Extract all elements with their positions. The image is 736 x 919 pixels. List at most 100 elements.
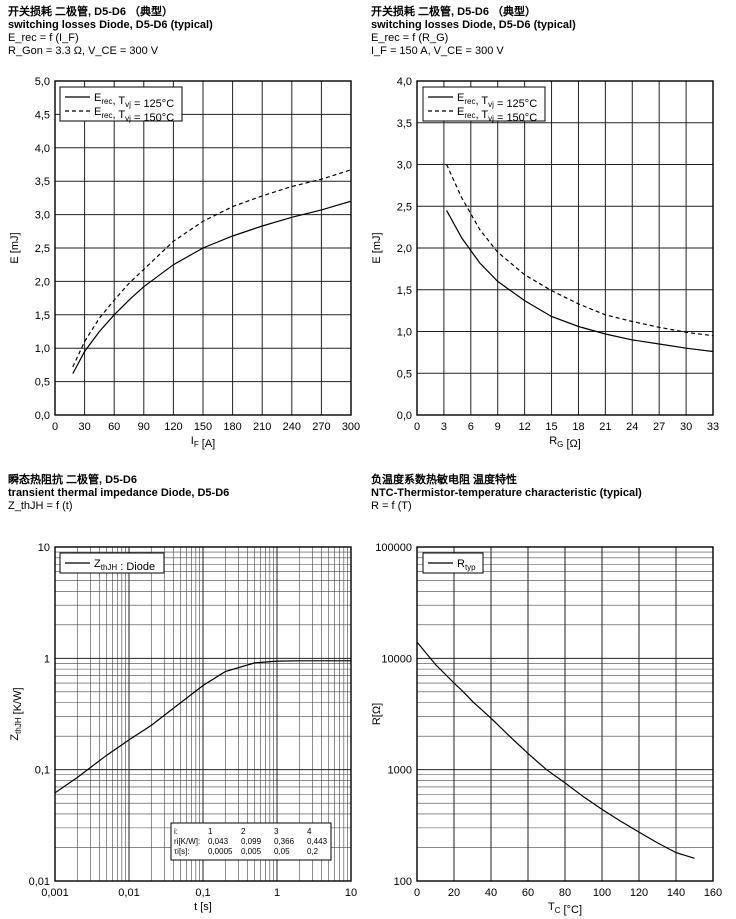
chart3-series-line-1	[55, 660, 351, 794]
chart3-param-table-cell: τi[s]:	[174, 847, 190, 856]
chart3-param-table-cell: 0,05	[274, 847, 290, 856]
chart3-param-table-cell: 0,005	[241, 847, 262, 856]
chart3-header: 瞬态热阻抗 二极管, D5-D6 transient thermal imped…	[8, 474, 229, 513]
chart4-x-axis-label: TC [°C]	[548, 901, 582, 916]
chart2-x-tick-label: 3	[441, 421, 447, 433]
chart3-param-table-cell: 1	[208, 827, 213, 836]
chart1-x-tick-label: 0	[52, 421, 58, 433]
chart3-param-table-cell: 0,366	[274, 837, 295, 846]
chart4-x-tick-label: 120	[630, 887, 648, 899]
chart3-param-table-cell: 0,0005	[208, 847, 233, 856]
chart2-y-tick-label: 3,0	[397, 160, 412, 172]
chart3-param-table-box	[170, 822, 332, 861]
chart4-x-tick-label: 60	[522, 887, 534, 899]
chart1-y-tick-label: 3,5	[35, 176, 50, 188]
chart3-param-table-cell: 0,043	[208, 837, 229, 846]
chart1-y-tick-label: 1,5	[35, 310, 50, 322]
chart2-series-line-2	[446, 164, 713, 337]
chart2-legend-box	[422, 86, 546, 122]
chart1-y-tick-label: 2,0	[35, 276, 50, 288]
chart2-x-tick-label: 6	[468, 421, 474, 433]
chart2-y-tick-label: 2,5	[397, 201, 412, 213]
chart1-y-tick-label: 4,0	[35, 143, 50, 155]
chart1-x-tick-label: 150	[194, 421, 212, 433]
chart2-legend-label-1: Erec, Tvj = 125°C	[457, 92, 537, 110]
chart4-y-axis-label: R[Ω]	[371, 703, 383, 725]
chart1-x-tick-label: 270	[312, 421, 330, 433]
chart4-x-tick-label: 0	[414, 887, 420, 899]
chart1-title-cn: 开关损耗 二极管, D5-D6 （典型）	[8, 6, 174, 18]
chart1-condition: R_Gon = 3.3 Ω, V_CE = 300 V	[8, 45, 159, 57]
chart1-y-tick-label: 0,5	[35, 377, 50, 389]
chart1-x-tick-label: 60	[108, 421, 120, 433]
chart2-x-tick-label: 24	[626, 421, 638, 433]
chart2-x-tick-label: 33	[707, 421, 719, 433]
chart3-param-table-cell: 0,2	[307, 847, 319, 856]
chart4-title-cn: 负温度系数热敏电阻 温度特性	[371, 474, 518, 486]
chart2-x-axis-label: RG [Ω]	[549, 435, 581, 450]
chart1-x-tick-label: 240	[283, 421, 301, 433]
chart3-x-tick-label: 1	[274, 887, 280, 899]
chart2-condition: I_F = 150 A, V_CE = 300 V	[371, 45, 504, 57]
chart3-y-tick-label: 10	[38, 542, 50, 554]
chart2-y-tick-label: 1,5	[397, 285, 412, 297]
chart2-y-tick-label: 0,5	[397, 368, 412, 380]
chart1-series-line-2	[72, 169, 351, 368]
chart3-param-table-cell: 0,443	[307, 837, 328, 846]
chart1-y-tick-label: 3,0	[35, 210, 50, 222]
chart1-y-axis-label: E [mJ]	[9, 232, 21, 263]
chart1-plot-frame	[54, 80, 352, 416]
chart4-x-tick-label: 40	[485, 887, 497, 899]
chart1-title: switching losses Diode, D5-D6 (typical)	[8, 19, 213, 31]
chart2-series-line-1	[446, 210, 713, 353]
chart2-x-tick-label: 27	[653, 421, 665, 433]
chart4-y-tick-label: 10000	[381, 653, 412, 665]
chart2-y-tick-label: 4,0	[397, 76, 412, 88]
chart2-x-tick-label: 12	[519, 421, 531, 433]
chart1-legend-box	[59, 86, 183, 122]
chart2-x-tick-label: 0	[414, 421, 420, 433]
chart2-plot-frame	[416, 80, 714, 416]
chart1-x-tick-label: 180	[223, 421, 241, 433]
chart4-y-tick-label: 100	[394, 876, 412, 888]
chart3-x-tick-label: 0,001	[41, 887, 69, 899]
chart3-title: transient thermal impedance Diode, D5-D6	[8, 487, 230, 499]
chart2-title: switching losses Diode, D5-D6 (typical)	[371, 19, 576, 31]
chart1-y-tick-label: 5,0	[35, 76, 50, 88]
chart3-y-axis-label: ZthJH [K/W]	[9, 687, 24, 740]
chart3-subtitle: Z_thJH = f (t)	[8, 500, 73, 512]
chart1-series-line-1	[72, 200, 351, 374]
chart3-param-table-cell: 2	[241, 827, 246, 836]
chart3-param-table-cell: 4	[307, 827, 312, 836]
chart3-plot-frame	[54, 546, 352, 882]
chart3-y-tick-label: 0,01	[29, 876, 50, 888]
chart1-x-tick-label: 300	[342, 421, 360, 433]
chart4-series-line-1	[417, 641, 695, 859]
chart1-x-tick-label: 210	[253, 421, 271, 433]
chart3-y-tick-label: 0,1	[35, 765, 50, 777]
chart1-header: 开关损耗 二极管, D5-D6 （典型） switching losses Di…	[8, 6, 213, 58]
chart3-title-cn: 瞬态热阻抗 二极管, D5-D6	[8, 474, 137, 486]
chart1-y-tick-label: 2,5	[35, 243, 50, 255]
chart2-x-tick-label: 21	[599, 421, 611, 433]
chart4-x-tick-label: 140	[667, 887, 685, 899]
chart2-title-cn: 开关损耗 二极管, D5-D6 （典型）	[371, 6, 537, 18]
chart4-legend-label-1: Rtyp	[457, 558, 476, 572]
chart4-x-tick-label: 160	[704, 887, 722, 899]
chart1-x-tick-label: 120	[164, 421, 182, 433]
chart3-param-table-cell: ri[K/W]:	[174, 837, 200, 846]
chart2-y-axis-label: E [mJ]	[371, 232, 383, 263]
chart3-x-tick-label: 0,01	[118, 887, 139, 899]
chart2-x-tick-label: 9	[495, 421, 501, 433]
chart3-y-tick-label: 1	[44, 653, 50, 665]
chart2-legend-label-2: Erec, Tvj = 150°C	[457, 106, 537, 124]
chart3-x-axis-label: t [s]	[194, 901, 212, 913]
chart3-legend-label-1: ZthJH : Diode	[94, 558, 155, 573]
chart1-y-tick-label: 0,0	[35, 410, 50, 422]
chart4-x-tick-label: 80	[559, 887, 571, 899]
chart1-legend-label-2: Erec, Tvj = 150°C	[94, 106, 174, 124]
chart2-y-tick-label: 0,0	[397, 410, 412, 422]
chart4-plot-frame	[416, 546, 714, 882]
chart4-x-tick-label: 100	[593, 887, 611, 899]
